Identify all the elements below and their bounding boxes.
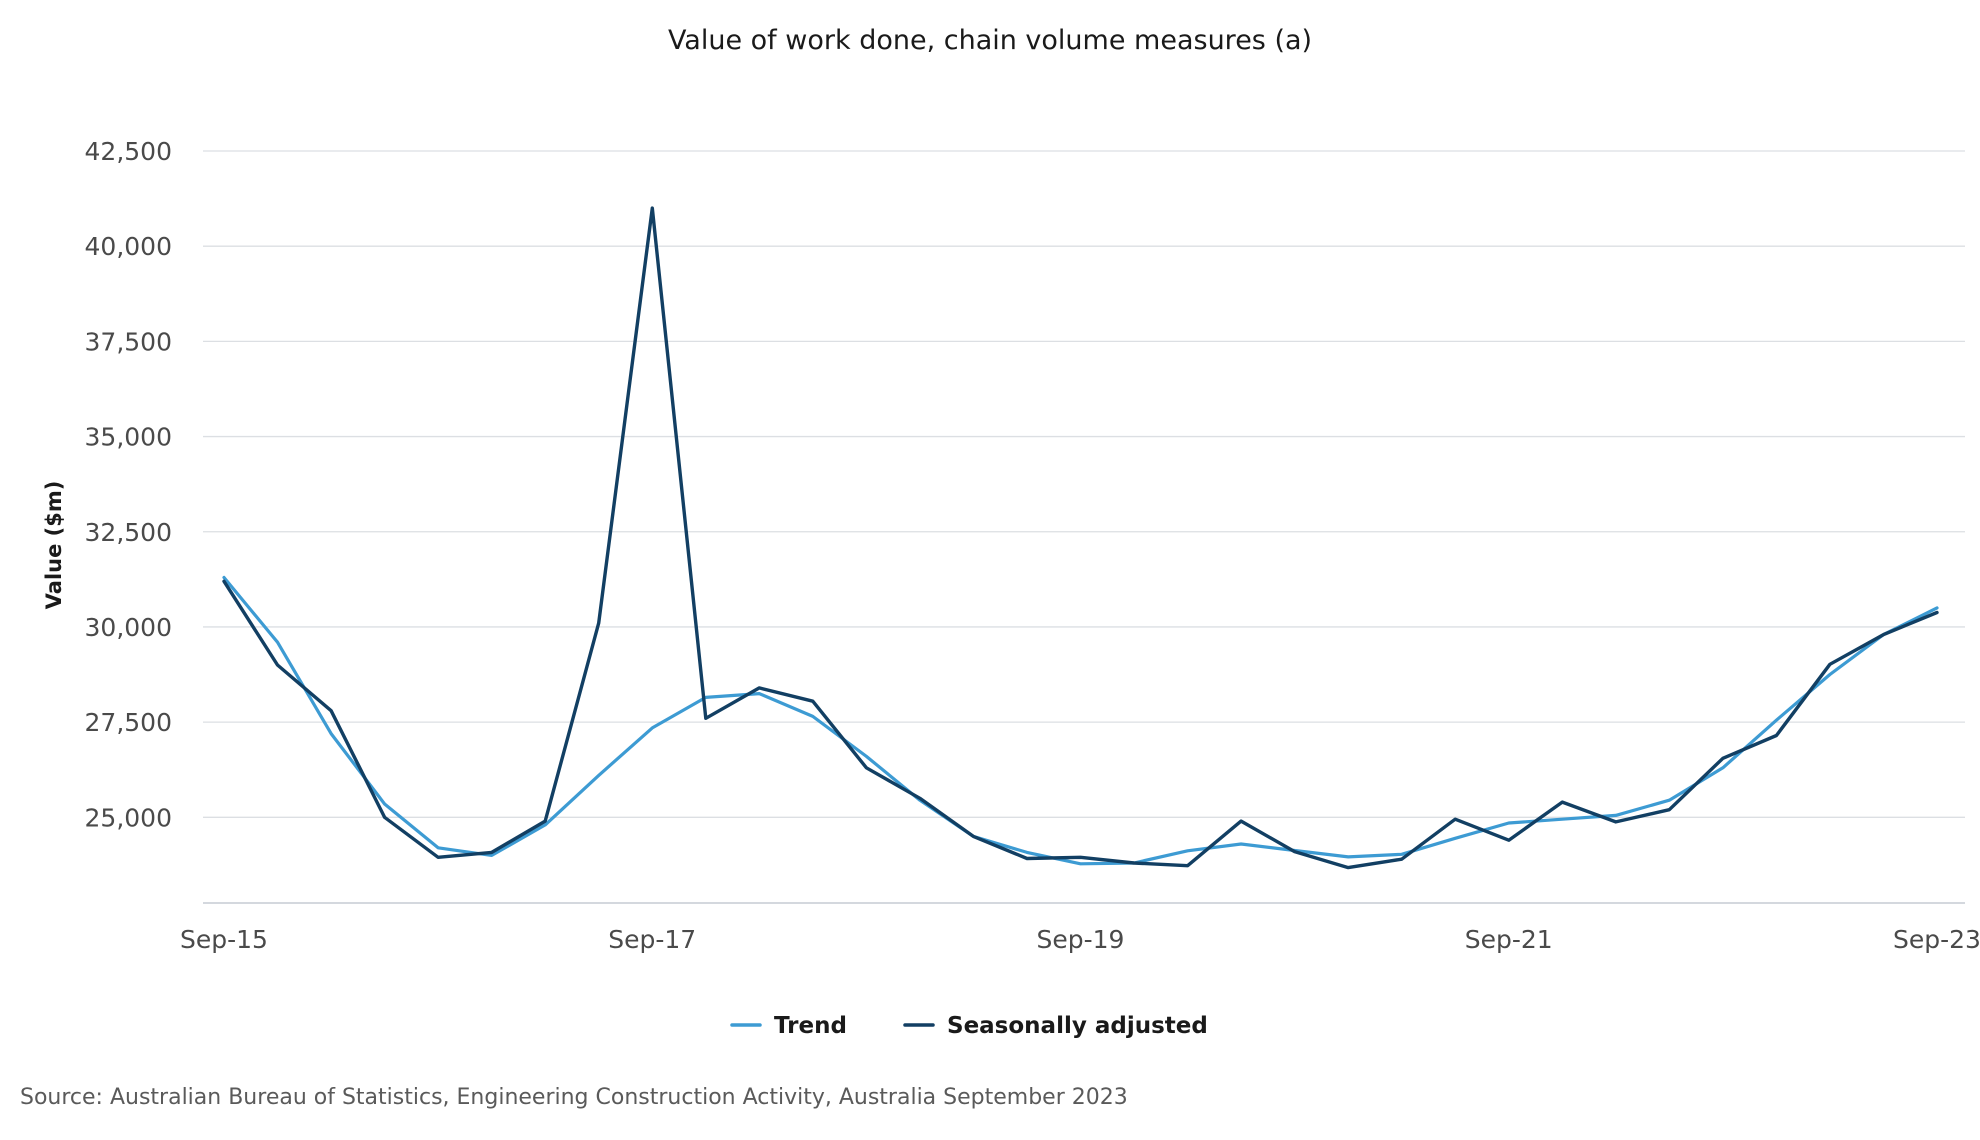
y-tick-label: 42,500 <box>85 137 172 166</box>
x-tick-label: Sep-17 <box>608 925 696 954</box>
legend-label: Trend <box>774 1013 847 1039</box>
source-note: Source: Australian Bureau of Statistics,… <box>20 1085 1128 1110</box>
y-tick-label: 32,500 <box>85 518 172 547</box>
legend-item-seasonally-adjusted[interactable]: Seasonally adjusted <box>903 1013 1208 1039</box>
y-tick-label: 30,000 <box>85 613 172 642</box>
y-axis-title: Value ($m) <box>42 481 66 610</box>
x-tick-label: Sep-21 <box>1465 925 1553 954</box>
x-tick-label: Sep-19 <box>1037 925 1125 954</box>
legend-item-trend[interactable]: Trend <box>730 1013 847 1039</box>
y-tick-label: 35,000 <box>85 423 172 452</box>
legend[interactable]: Trend Seasonally adjusted <box>730 1013 1208 1039</box>
y-tick-labels: 25,000 27,500 30,000 32,500 35,000 37,500 40,0… <box>85 137 172 832</box>
legend-label: Seasonally adjusted <box>947 1013 1208 1039</box>
series-lines <box>222 206 1939 870</box>
series-line-seasonally-adjusted <box>222 206 1939 870</box>
x-tick-label: Sep-15 <box>180 925 268 954</box>
chart-title: Value of work done, chain volume measure… <box>668 25 1312 56</box>
y-tick-label: 40,000 <box>85 232 172 261</box>
series-line-trend <box>222 575 1939 866</box>
y-tick-label: 27,500 <box>85 708 172 737</box>
x-tick-labels: Sep-15 Sep-17 Sep-19 Sep-21 Sep-23 <box>180 925 1980 954</box>
y-tick-label: 37,500 <box>85 327 172 356</box>
x-tick-label: Sep-23 <box>1893 925 1980 954</box>
y-tick-label: 25,000 <box>85 803 172 832</box>
y-gridlines <box>203 150 1965 818</box>
